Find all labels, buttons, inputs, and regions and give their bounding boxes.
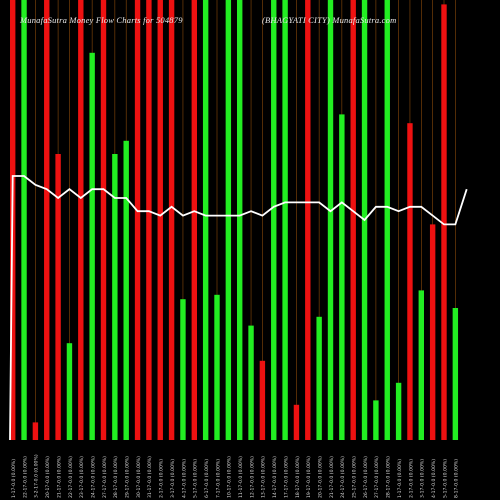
bar-down [305,0,311,440]
x-tick-label: 1-17-0.0 (0.00%) [11,459,17,498]
x-tick-label: 21-17-0.0 (0.00%) [56,456,62,498]
bar-down [407,123,413,440]
x-tick-label: 25-17-0.0 (0.00%) [352,456,358,498]
x-tick-label: 29-17-0.0 (0.00%) [125,456,131,498]
x-tick-label: 5-17-0.0 (0.00%) [193,459,199,498]
bar-up [237,0,243,440]
x-tick-label: 31-17-0.0 (0.00%) [147,456,153,498]
bar-up [282,0,288,440]
bar-down [55,154,61,440]
x-tick-label: 12-17-0.0 (0.00%) [249,456,255,498]
x-tick-label: 19-17-0.0 (0.00%) [306,456,312,498]
x-tick-label: 23-17-0.0 (0.00%) [79,456,85,498]
x-tick-label: 4-17-0.0 (0.00%) [181,459,187,498]
x-tick-label: 26-17-0.0 (0.00%) [363,456,369,498]
price-line [9,175,468,441]
x-tick-label: 3-2-17-0.0 (0.00%) [34,454,40,498]
x-tick-label: 20-17-0.0 (0.00%) [45,456,51,498]
bar-up [395,382,402,440]
bar-down [157,0,163,440]
bar-up [316,316,322,440]
bar-up [112,154,118,440]
bar-down [134,0,141,440]
x-tick-label: 17-17-0.0 (0.00%) [283,456,289,498]
chart-title-left: MunafaSutra Money Flow Charts for 504879 [20,15,183,25]
bar-up [248,325,254,440]
x-tick-label: 2-17-0.0 (0.00%) [408,459,414,498]
bar-down [32,422,39,440]
volume-bars [10,0,459,441]
bar-up [327,0,334,440]
x-tick-label: 21-17-0.0 (0.00%) [329,456,335,498]
x-tick-label: 4-17-0.0 (0.00%) [431,459,437,498]
x-tick-label: 13-17-0.0 (0.00%) [261,456,267,498]
x-tick-label: 1-17-0.0 (0.00%) [397,459,403,498]
bar-down [293,404,300,440]
bar-up [202,0,209,440]
x-tick-label: 18-17-0.0 (0.00%) [295,456,301,498]
bar-down [168,0,175,440]
x-tick-label: 10-17-0.0 (0.00%) [227,456,233,498]
x-tick-label: 27-17-0.0 (0.00%) [374,456,380,498]
bar-up [214,294,220,440]
bar-up [89,52,95,441]
x-tick-label: 8-17-0.0 (0.00%) [454,459,460,498]
x-tick-label: 14-17-0.0 (0.00%) [272,456,278,498]
bar-down [429,224,436,440]
x-tick-label: 22-17-0.0 (0.00%) [68,456,74,498]
bar-up [418,290,424,440]
x-tick-label: 3-17-0.0 (0.00%) [420,459,426,498]
x-tick-label: 2-17-0.0 (0.00%) [159,459,165,498]
x-tick-label: 28-17-0.0 (0.00%) [386,456,392,498]
x-tick-label: 11-17-0.0 (0.00%) [238,456,244,498]
bar-down [44,0,50,440]
x-tick-label: 30-17-0.0 (0.00%) [136,456,142,498]
bar-down [78,0,84,440]
chart-title-right: (BHAGYATI CITY) MunafaSutra.com [262,15,397,25]
bar-up [384,0,390,440]
bar-up [339,114,345,441]
x-tick-label: 28-17-0.0 (0.00%) [113,456,119,498]
bar-down [146,0,152,440]
x-tick-label: 6-17-0.0 (0.00%) [204,459,210,498]
bar-up [452,308,459,440]
bar-down [259,360,266,440]
bar-down [100,0,107,440]
bar-up [66,343,73,440]
x-tick-label: 24-17-0.0 (0.00%) [90,456,96,498]
bar-down [191,0,197,440]
bar-down [350,0,356,440]
x-tick-label: 24-17-0.0 (0.00%) [340,456,346,498]
x-tick-label: 3-17-0.0 (0.00%) [170,459,176,498]
bar-up [373,400,379,440]
bar-down [441,4,447,441]
x-axis-labels: 1-17-0.0 (0.00%) 22-17-0.0 (0.00%) 3-2-17-… [11,454,460,498]
x-tick-label: 7-17-0.0 (0.00%) [215,459,221,498]
x-tick-label: 20-17-0.0 (0.00%) [317,456,323,498]
x-tick-label: 22-17-0.0 (0.00%) [22,456,28,498]
bar-up [225,0,232,440]
x-tick-label: 27-17-0.0 (0.00%) [102,456,108,498]
bar-up [180,299,186,440]
bar-up [271,0,277,440]
bar-up [21,0,27,440]
x-tick-label: 5-17-0.0 (0.00%) [442,459,448,498]
bar-up [123,140,129,441]
price-polyline [9,175,468,441]
